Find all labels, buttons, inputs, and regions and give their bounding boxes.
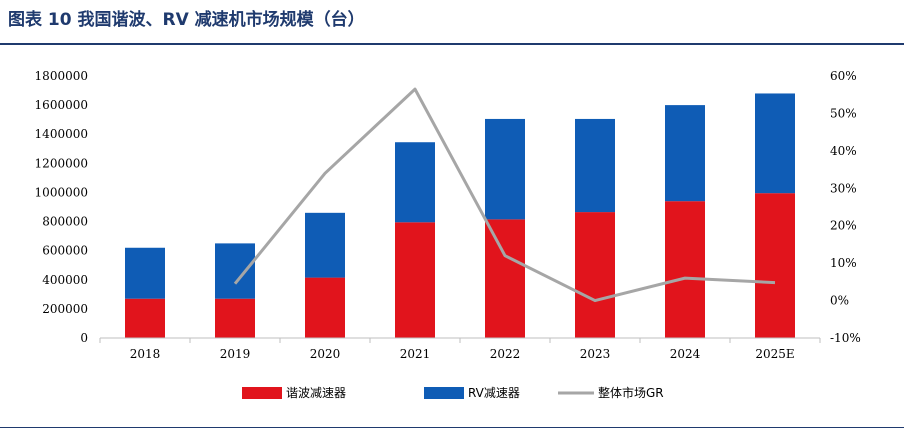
bar-rv-2025E <box>755 93 795 194</box>
x-tick-label: 2021 <box>400 347 431 361</box>
bar-harmonic-2019 <box>215 298 255 338</box>
y-left-tick-label: 800000 <box>42 215 88 229</box>
bar-rv-2022 <box>485 118 525 220</box>
y-left-tick-label: 1800000 <box>35 69 88 83</box>
bar-harmonic-2018 <box>125 298 165 338</box>
y-left-tick-label: 400000 <box>42 273 88 287</box>
y-left-tick-label: 0 <box>80 331 88 345</box>
bar-rv-2019 <box>215 243 255 299</box>
bars-layer <box>125 93 795 338</box>
y-right-tick-label: 30% <box>830 181 857 195</box>
x-tick-label: 2018 <box>130 347 161 361</box>
y-left-tick-label: 1400000 <box>35 127 88 141</box>
legend-swatch-harmonic <box>242 387 282 399</box>
legend-label-harmonic: 谐波减速器 <box>286 386 346 400</box>
x-tick-label: 2019 <box>220 347 251 361</box>
y-right-tick-label: 50% <box>830 106 857 120</box>
legend-label-market-growth: 整体市场GR <box>598 385 664 400</box>
y-left-tick-label: 1600000 <box>35 98 88 112</box>
y-left-tick-label: 1200000 <box>35 156 88 170</box>
x-tick-label: 2022 <box>490 347 521 361</box>
y-right-tick-label: 0% <box>830 294 849 308</box>
bar-rv-2018 <box>125 247 165 299</box>
bar-rv-2020 <box>305 212 345 278</box>
bar-harmonic-2021 <box>395 222 435 338</box>
y-left-tick-label: 600000 <box>42 244 88 258</box>
bar-rv-2021 <box>395 142 435 223</box>
bar-harmonic-2020 <box>305 277 345 338</box>
bar-harmonic-2023 <box>575 212 615 338</box>
title-divider <box>0 43 904 45</box>
legend-label-rv: RV减速器 <box>468 386 520 400</box>
legend-swatch-rv <box>424 387 464 399</box>
bottom-divider <box>0 427 904 428</box>
x-tick-label: 2023 <box>580 347 611 361</box>
bar-rv-2023 <box>575 118 615 213</box>
x-tick-label: 2024 <box>670 347 701 361</box>
line-layer <box>233 87 776 303</box>
y-left-tick-label: 200000 <box>42 302 88 316</box>
figure-title: 图表 10 我国谐波、RV 减速机市场规模（台） <box>8 10 365 30</box>
line-market-growth <box>233 87 776 303</box>
y-right-tick-label: 60% <box>830 69 857 83</box>
bar-harmonic-2025E <box>755 193 795 338</box>
legend-layer: 谐波减速器 RV减速器 整体市场GR <box>242 385 664 400</box>
axes-layer: 2018 2019 2020 2021 2022 2023 2024 2025E 0 200000… <box>35 69 861 361</box>
y-right-tick-label: 40% <box>830 144 857 158</box>
y-right-tick-label: 20% <box>830 219 857 233</box>
bar-rv-2024 <box>665 105 705 202</box>
bar-harmonic-2022 <box>485 219 525 338</box>
y-right-tick-label: 10% <box>830 256 857 270</box>
y-right-tick-label: -10% <box>830 331 861 345</box>
x-tick-label: 2025E <box>755 347 794 361</box>
x-tick-label: 2020 <box>310 347 341 361</box>
bar-harmonic-2024 <box>665 201 705 338</box>
y-left-tick-label: 1000000 <box>35 185 88 199</box>
